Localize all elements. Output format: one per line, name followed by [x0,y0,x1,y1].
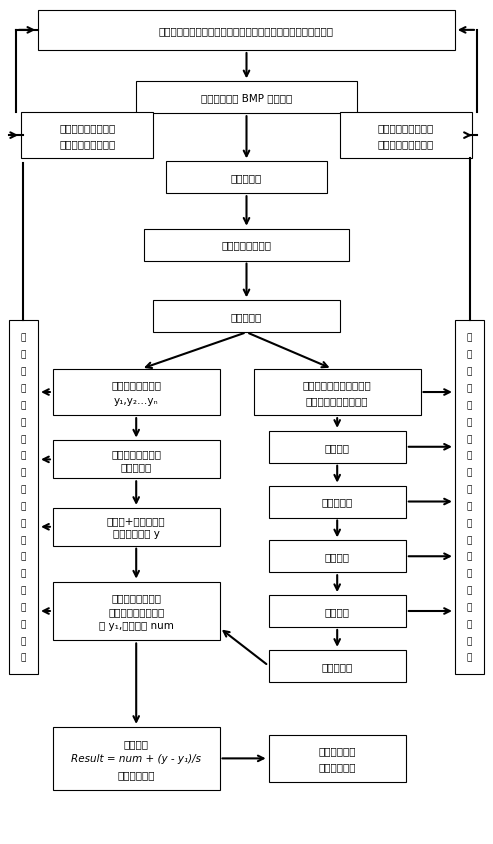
Text: 送: 送 [21,535,26,544]
Text: 水平投影和垂直投影相结: 水平投影和垂直投影相结 [303,380,372,390]
Text: 常: 常 [467,468,472,477]
Text: 示实验人员重新操作: 示实验人员重新操作 [59,139,115,149]
Text: 常: 常 [21,468,26,477]
Text: 穿线法+抛物线拟合: 穿线法+抛物线拟合 [107,516,166,526]
Text: 异: 异 [21,367,26,376]
Text: 装: 装 [467,636,472,645]
Text: 从液面位置往上搜: 从液面位置往上搜 [111,592,161,602]
Text: 信: 信 [21,484,26,494]
Text: 计算相邻刻度线之: 计算相邻刻度线之 [111,448,161,458]
Text: 根据公式: 根据公式 [124,738,149,748]
Text: 置: 置 [467,653,472,662]
FancyBboxPatch shape [53,508,219,546]
Text: 得出最终结果: 得出最终结果 [117,769,155,779]
Text: 出: 出 [467,435,472,443]
Text: 合的方式定位数字区域: 合的方式定位数字区域 [306,396,368,405]
FancyBboxPatch shape [143,230,350,262]
Text: 摄: 摄 [467,619,472,629]
Text: 拍: 拍 [467,603,472,612]
FancyBboxPatch shape [269,486,406,518]
Text: 灰度化图像: 灰度化图像 [231,173,262,183]
Text: 液: 液 [21,569,26,578]
Text: 异: 异 [21,452,26,460]
FancyBboxPatch shape [269,541,406,572]
Text: 液面拍摄装置报警提: 液面拍摄装置报警提 [59,123,115,133]
FancyBboxPatch shape [254,370,421,416]
Text: 面: 面 [21,586,26,595]
Text: 置: 置 [21,653,26,662]
FancyBboxPatch shape [269,595,406,627]
Text: 有: 有 [21,350,26,360]
Text: Result = num + (y - y₁)/s: Result = num + (y - y₁)/s [71,754,201,764]
Text: 生成信息表格: 生成信息表格 [318,745,356,755]
Text: 示实验人员重新操作: 示实验人员重新操作 [378,139,434,149]
Text: 多种方式消除噪声: 多种方式消除噪声 [221,241,272,251]
FancyBboxPatch shape [53,370,219,416]
FancyBboxPatch shape [340,113,472,160]
Text: 号: 号 [467,501,472,511]
Text: 将图像转码为 BMP 位图格式: 将图像转码为 BMP 位图格式 [201,93,292,103]
Text: 送: 送 [467,535,472,544]
Text: 发: 发 [21,418,26,426]
FancyBboxPatch shape [455,321,484,674]
Text: y₁,y₂…yₙ: y₁,y₂…yₙ [114,396,159,405]
Text: 拍: 拍 [21,603,26,612]
FancyBboxPatch shape [269,735,406,782]
FancyBboxPatch shape [269,650,406,682]
Text: 装: 装 [21,636,26,645]
Text: 液面拍摄装置报警提: 液面拍摄装置报警提 [378,123,434,133]
Text: 发: 发 [467,418,472,426]
FancyBboxPatch shape [53,582,219,641]
FancyBboxPatch shape [21,113,153,160]
Text: 信: 信 [467,484,472,494]
Text: ，: ， [21,401,26,409]
FancyBboxPatch shape [53,441,219,479]
FancyBboxPatch shape [153,300,340,333]
FancyBboxPatch shape [136,82,357,114]
Text: 索，找到第一条刻度: 索，找到第一条刻度 [108,606,164,616]
Text: 如: 如 [21,333,26,343]
Text: 图像处理系统从指定文件夹抓取液面拍摄装置采集到的原始图像: 图像处理系统从指定文件夹抓取液面拍摄装置采集到的原始图像 [159,26,334,35]
Text: 常: 常 [467,384,472,392]
FancyBboxPatch shape [269,431,406,463]
Text: 数字分割: 数字分割 [325,442,350,452]
FancyBboxPatch shape [9,321,38,674]
Text: 投影法定位刻度线: 投影法定位刻度线 [111,380,161,390]
FancyBboxPatch shape [166,162,327,194]
Text: 摄: 摄 [21,619,26,629]
FancyBboxPatch shape [38,11,455,51]
Text: 常: 常 [21,384,26,392]
Text: 如: 如 [467,333,472,343]
FancyBboxPatch shape [53,727,219,790]
Text: 给: 给 [21,552,26,561]
Text: 出: 出 [21,435,26,443]
Text: 定位液面坐标 y: 定位液面坐标 y [113,528,160,538]
Text: 异: 异 [467,367,472,376]
Text: 二值化图像: 二值化图像 [231,311,262,322]
Text: 有: 有 [467,350,472,360]
Text: 间平均距离: 间平均距离 [121,462,152,471]
Text: 面: 面 [467,586,472,595]
Text: 液: 液 [467,569,472,578]
Text: 识别出数字: 识别出数字 [321,661,353,671]
Text: 特征提取: 特征提取 [325,552,350,561]
Text: 传: 传 [21,518,26,528]
Text: 异: 异 [467,452,472,460]
Text: 模板匹配: 模板匹配 [325,606,350,616]
Text: 线 y₁,对应数字 num: 线 y₁,对应数字 num [99,620,174,630]
Text: 传: 传 [467,518,472,528]
Text: 号: 号 [21,501,26,511]
Text: ，: ， [467,401,472,409]
Text: 给: 给 [467,552,472,561]
Text: 发送至数据库: 发送至数据库 [318,761,356,771]
Text: 归一化处理: 归一化处理 [321,497,353,507]
